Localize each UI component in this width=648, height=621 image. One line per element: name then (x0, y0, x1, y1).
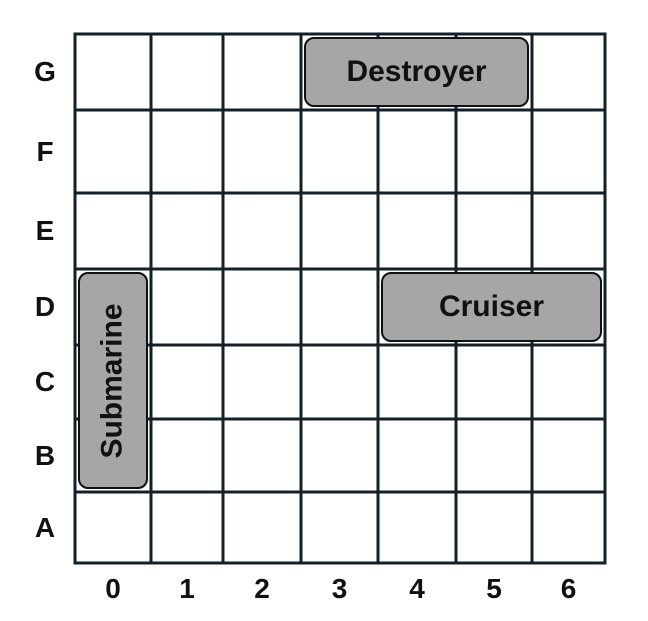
column-label-3: 3 (331, 573, 348, 604)
row-label-D: D (34, 291, 56, 322)
row-label-A: A (34, 511, 56, 543)
board-cell-C2[interactable] (223, 345, 301, 419)
board-cell-F4[interactable] (378, 110, 456, 193)
board-cell-C3[interactable] (301, 345, 378, 419)
board-cell-E4[interactable] (378, 193, 456, 269)
board-cell-F0[interactable] (75, 110, 151, 193)
board-cell-E2[interactable] (223, 193, 301, 269)
row-label-C: C (34, 366, 56, 397)
column-label-4: 4 (409, 573, 425, 604)
board-cell-B1[interactable] (151, 419, 223, 492)
ship-destroyer[interactable]: Destroyer (304, 37, 529, 107)
board-cell-G6[interactable] (532, 34, 605, 110)
board-cell-D2[interactable] (223, 269, 301, 345)
board-cell-F1[interactable] (151, 110, 223, 193)
board-cell-A2[interactable] (223, 492, 301, 563)
ship-label: Destroyer (346, 55, 487, 88)
row-label-B: B (34, 439, 56, 471)
column-label-6: 6 (560, 573, 577, 604)
board-cell-A3[interactable] (301, 492, 378, 563)
board-cell-F6[interactable] (532, 110, 605, 193)
board-cell-E5[interactable] (456, 193, 532, 269)
column-label-1: 1 (179, 573, 195, 604)
board-cell-C1[interactable] (151, 345, 223, 419)
board-cell-C5[interactable] (456, 345, 532, 419)
row-label-G: G (34, 56, 56, 87)
board-cell-D3[interactable] (301, 269, 378, 345)
board-cell-D1[interactable] (151, 269, 223, 345)
column-label-5: 5 (486, 573, 502, 604)
row-label-E: E (35, 215, 55, 246)
board-cell-B4[interactable] (378, 419, 456, 492)
ship-submarine[interactable]: Submarine (78, 272, 148, 489)
board-cell-G1[interactable] (151, 34, 223, 110)
row-label-F: F (36, 135, 54, 167)
board-cell-A4[interactable] (378, 492, 456, 563)
board-cell-F2[interactable] (223, 110, 301, 193)
board-cell-F3[interactable] (301, 110, 378, 193)
ship-label: Submarine (96, 302, 130, 459)
board-cell-A0[interactable] (75, 492, 151, 563)
board-cell-G2[interactable] (223, 34, 301, 110)
board-cell-C4[interactable] (378, 345, 456, 419)
board-cell-B5[interactable] (456, 419, 532, 492)
board-cell-E6[interactable] (532, 193, 605, 269)
board-cell-A5[interactable] (456, 492, 532, 563)
column-label-0: 0 (105, 573, 121, 604)
board-cell-E1[interactable] (151, 193, 223, 269)
board-cell-G0[interactable] (75, 34, 151, 110)
board-cell-A1[interactable] (151, 492, 223, 563)
board-cell-B3[interactable] (301, 419, 378, 492)
ship-label: Cruiser (438, 290, 545, 323)
board-cell-B6[interactable] (532, 419, 605, 492)
board-cell-E0[interactable] (75, 193, 151, 269)
board-cell-B2[interactable] (223, 419, 301, 492)
board-cell-A6[interactable] (532, 492, 605, 563)
column-label-2: 2 (254, 573, 270, 604)
board-cell-E3[interactable] (301, 193, 378, 269)
board-cell-F5[interactable] (456, 110, 532, 193)
ship-cruiser[interactable]: Cruiser (381, 272, 602, 342)
board-cell-C6[interactable] (532, 345, 605, 419)
